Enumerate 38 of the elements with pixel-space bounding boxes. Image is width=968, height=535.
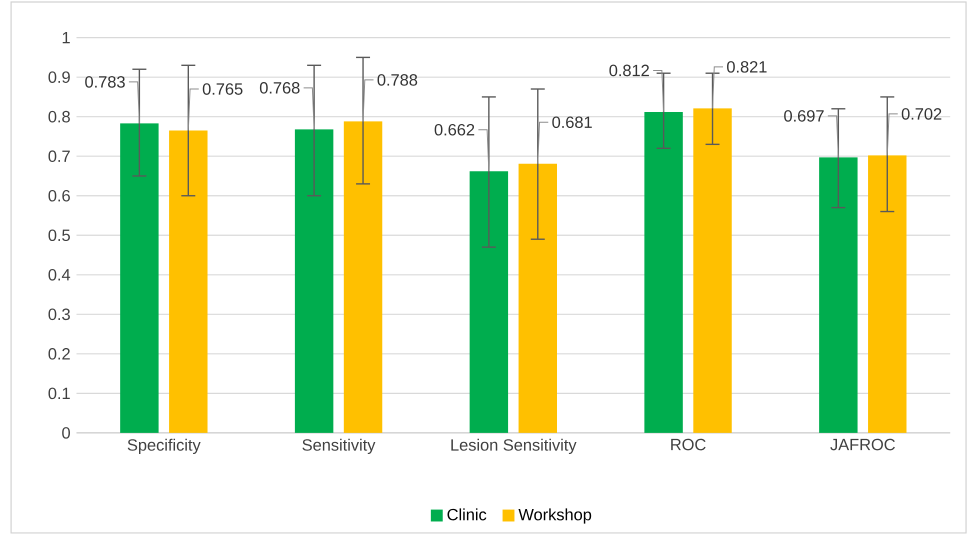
data-label: 0.812	[609, 64, 649, 76]
y-tick-label: 0.9	[48, 71, 70, 83]
bar	[470, 171, 508, 433]
legend-label: Workshop	[518, 508, 592, 524]
y-tick-label: 0.6	[48, 190, 70, 202]
data-label: 0.783	[85, 76, 125, 88]
y-tick-label: 0.7	[48, 150, 70, 162]
x-tick-label: Sensitivity	[302, 438, 376, 454]
legend-label: Clinic	[448, 508, 486, 520]
y-tick-label: 0	[62, 427, 70, 439]
bar	[868, 155, 906, 433]
x-tick-label: ROC	[671, 438, 706, 450]
x-tick-label: JAFROC	[830, 438, 895, 450]
y-tick-label: 0.5	[48, 230, 70, 242]
y-tick-label: 1	[62, 32, 70, 44]
bar	[518, 164, 558, 433]
data-label: 0.702	[902, 108, 942, 120]
bar	[693, 108, 732, 433]
bar	[169, 130, 208, 433]
bar	[819, 157, 858, 433]
y-tick-label: 0.1	[48, 388, 70, 400]
data-label: 0.768	[260, 82, 300, 94]
data-label: 0.788	[378, 74, 418, 86]
data-label: 0.662	[434, 124, 474, 136]
y-tick-label: 0.2	[48, 348, 70, 360]
y-tick-label: 0.4	[48, 269, 70, 281]
bar	[120, 123, 159, 433]
bar	[344, 121, 382, 433]
data-label: 0.681	[552, 116, 592, 128]
data-label: 0.821	[727, 61, 767, 73]
bar	[644, 112, 683, 433]
bar	[294, 129, 334, 433]
x-tick-label: Specificity	[128, 438, 201, 454]
data-label: 0.765	[202, 83, 242, 95]
y-tick-label: 0.8	[48, 110, 70, 123]
y-tick-label: 0.3	[48, 308, 70, 320]
data-label: 0.697	[784, 110, 824, 122]
x-tick-label: Lesion Sensitivity	[451, 438, 577, 454]
